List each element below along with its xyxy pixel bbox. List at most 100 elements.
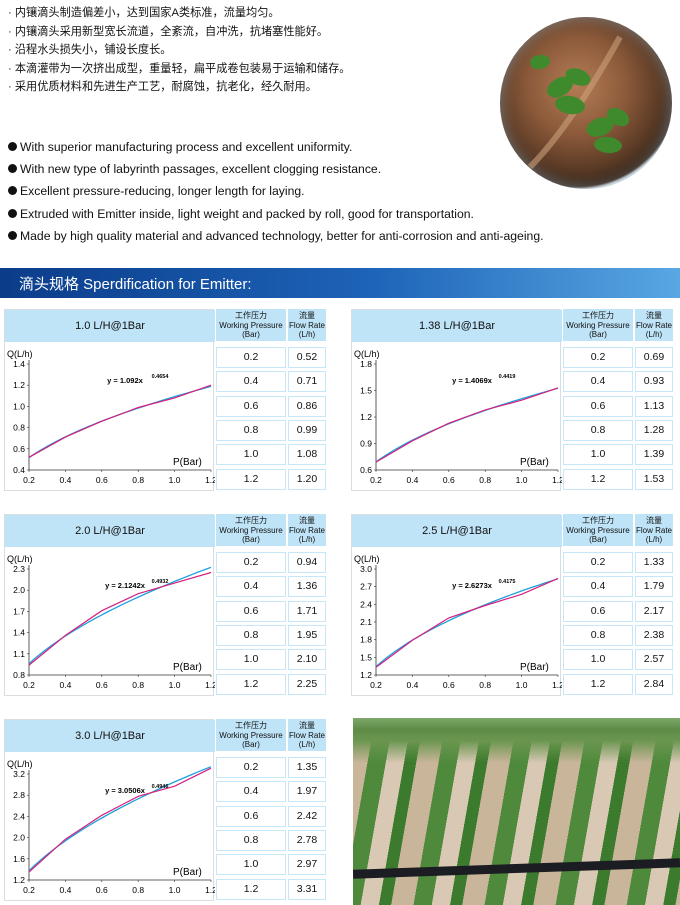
y-tick-label: 1.2 bbox=[360, 670, 372, 680]
flow-chart: Q(L/h)3.02.72.42.11.81.51.20.2 0.4 0.6 0.8 1… bbox=[354, 554, 562, 690]
pressure-cell: 0.6 bbox=[563, 600, 633, 622]
feature-cn-item: · 内镶滴头采用新型宽长流道，全紊流，自冲洗，抗堵塞性能好。 bbox=[8, 25, 329, 38]
x-tick-label: 0.8 bbox=[479, 475, 491, 485]
y-tick-label: 2.8 bbox=[13, 790, 25, 800]
feature-cn-item: · 采用优质材料和先进生产工艺，耐腐蚀，抗老化，经久耐用。 bbox=[8, 81, 317, 94]
flow-cell: 1.71 bbox=[288, 600, 326, 622]
fit-exponent: 0.4932 bbox=[152, 579, 169, 585]
flow-cell: 1.28 bbox=[635, 419, 673, 441]
drip-pipe bbox=[353, 858, 680, 879]
flow-header: 流量 Flow Rate (L/h) bbox=[288, 514, 326, 546]
strawberry-plant-photo bbox=[500, 17, 672, 189]
fit-exponent: 0.4946 bbox=[152, 784, 169, 790]
pressure-cell: 0.2 bbox=[563, 347, 633, 368]
y-tick-label: 0.6 bbox=[360, 465, 372, 475]
flow-cell: 0.52 bbox=[288, 347, 326, 368]
pressure-cell: 1.2 bbox=[216, 468, 286, 490]
fit-curve bbox=[375, 578, 559, 668]
chart-box: 1.38 L/H@1Bar Q(L/h) 1.8 1.5 1.2 0.9 0.6 0.2 0.4… bbox=[351, 309, 562, 491]
flow-cell: 1.39 bbox=[635, 444, 673, 466]
flow-cell: 2.84 bbox=[635, 673, 673, 695]
pressure-cell: 0.6 bbox=[216, 805, 286, 827]
fit-equation: y = 2.1242x bbox=[105, 581, 146, 590]
fit-equation: y = 2.6273x bbox=[452, 581, 493, 590]
flow-chart: Q(L/h)1.41.21.00.80.60.40.2 0.4 0.6 0.8 1.0 1… bbox=[7, 349, 215, 485]
emitter-panel-5: 3.0 L/H@1Bar Q(L/h) 3.2 2.8 2.4 2.0 1.6 1.2 0.2 0… bbox=[4, 719, 326, 901]
x-tick-label: 0.2 bbox=[370, 680, 382, 690]
y-axis-label: Q(L/h) bbox=[7, 554, 33, 564]
header-line: 工作压力 bbox=[235, 721, 267, 730]
pressure-cell: 0.8 bbox=[216, 624, 286, 646]
emitter-panel-2: 1.38 L/H@1Bar Q(L/h) 1.8 1.5 1.2 0.9 0.6 0.2 0.4… bbox=[351, 309, 673, 491]
x-axis-label: P(Bar) bbox=[173, 457, 202, 468]
y-tick-label: 2.3 bbox=[13, 564, 25, 574]
pressure-cell: 0.8 bbox=[563, 419, 633, 441]
y-axis-label: Q(L/h) bbox=[354, 349, 380, 359]
section-title: 滴头规格 Sperdification for Emitter: bbox=[19, 276, 252, 293]
x-axis-label: P(Bar) bbox=[173, 662, 202, 673]
y-axis-label: Q(L/h) bbox=[7, 349, 33, 359]
fit-exponent: 0.4654 bbox=[152, 374, 170, 380]
x-tick-label: 0.6 bbox=[96, 885, 108, 895]
x-axis-label: P(Bar) bbox=[520, 457, 549, 468]
flow-cell: 1.33 bbox=[635, 552, 673, 573]
flow-cell: 2.42 bbox=[288, 805, 326, 827]
y-tick-label: 0.6 bbox=[13, 444, 25, 454]
header-line: (L/h) bbox=[645, 535, 663, 544]
flow-cell: 1.53 bbox=[635, 468, 673, 490]
rated-flow-label: 2.5 L/H@1Bar bbox=[352, 515, 562, 547]
flow-header: 流量 Flow Rate (L/h) bbox=[288, 719, 326, 751]
pressure-cell: 1.0 bbox=[563, 649, 633, 671]
y-tick-label: 1.0 bbox=[13, 401, 25, 411]
x-tick-label: 0.4 bbox=[406, 475, 418, 485]
x-axis-label: P(Bar) bbox=[520, 662, 549, 673]
y-tick-label: 0.8 bbox=[13, 423, 25, 433]
header-line: 工作压力 bbox=[235, 516, 267, 525]
x-axis-label: P(Bar) bbox=[173, 867, 202, 878]
flow-cell: 1.97 bbox=[288, 781, 326, 803]
y-tick-label: 1.5 bbox=[360, 652, 372, 662]
rated-flow-label: 3.0 L/H@1Bar bbox=[5, 720, 215, 752]
header-line: 工作压力 bbox=[582, 311, 614, 320]
flow-cell: 1.13 bbox=[635, 395, 673, 417]
fit-exponent: 0.4419 bbox=[499, 374, 516, 380]
x-tick-label: 1.0 bbox=[169, 680, 181, 690]
y-axis-label: Q(L/h) bbox=[7, 759, 33, 769]
flow-cell: 2.25 bbox=[288, 673, 326, 695]
bullet-icon bbox=[8, 186, 17, 196]
pressure-cell: 0.2 bbox=[216, 552, 286, 573]
chart-box: 2.0 L/H@1Bar Q(L/h) 2.3 2.0 1.7 1.4 1.1 0.8 0.2 0… bbox=[4, 514, 215, 696]
measured-curve bbox=[28, 571, 212, 666]
x-tick-label: 1.2 bbox=[552, 475, 562, 485]
flow-cell: 1.95 bbox=[288, 624, 326, 646]
measured-curve bbox=[375, 387, 559, 463]
y-tick-label: 1.2 bbox=[13, 875, 25, 885]
y-tick-label: 2.0 bbox=[13, 833, 25, 843]
flow-cell: 1.20 bbox=[288, 468, 326, 490]
feature-en-item: Excellent pressure-reducing, longer leng… bbox=[8, 180, 608, 202]
x-tick-label: 0.8 bbox=[132, 885, 144, 895]
y-tick-label: 3.2 bbox=[13, 769, 25, 779]
feature-en-item: Made by high quality material and advanc… bbox=[8, 225, 608, 247]
y-axis-label: Q(L/h) bbox=[354, 554, 380, 564]
y-tick-label: 1.2 bbox=[13, 380, 25, 390]
feature-cn-item: · 内镶滴头制造偏差小，达到国家A类标准，流量均匀。 bbox=[8, 7, 280, 19]
header-line: 流量 bbox=[299, 721, 315, 730]
header-line: 流量 bbox=[299, 516, 315, 525]
pressure-cell: 0.4 bbox=[216, 371, 286, 393]
header-line: Flow Rate bbox=[635, 525, 672, 535]
y-tick-label: 1.7 bbox=[13, 606, 25, 616]
header-line: 流量 bbox=[299, 311, 315, 320]
pressure-header: 工作压力 Working Pressure (Bar) bbox=[216, 514, 286, 546]
pressure-cell: 0.2 bbox=[563, 552, 633, 573]
bullet-icon bbox=[8, 208, 17, 218]
x-tick-label: 0.4 bbox=[59, 885, 71, 895]
flow-cell: 2.10 bbox=[288, 649, 326, 671]
flow-cell: 2.97 bbox=[288, 854, 326, 876]
flow-cell: 0.69 bbox=[635, 347, 673, 368]
section-banner: 滴头规格 Sperdification for Emitter: bbox=[0, 268, 680, 298]
pressure-cell: 1.0 bbox=[563, 444, 633, 466]
emitter-panel-4: 2.5 L/H@1Bar Q(L/h) 3.0 2.7 2.4 2.1 1.8 1.5 1.2 0… bbox=[351, 514, 673, 696]
header-line: 工作压力 bbox=[235, 311, 267, 320]
pressure-header: 工作压力 Working Pressure (Bar) bbox=[563, 514, 633, 546]
